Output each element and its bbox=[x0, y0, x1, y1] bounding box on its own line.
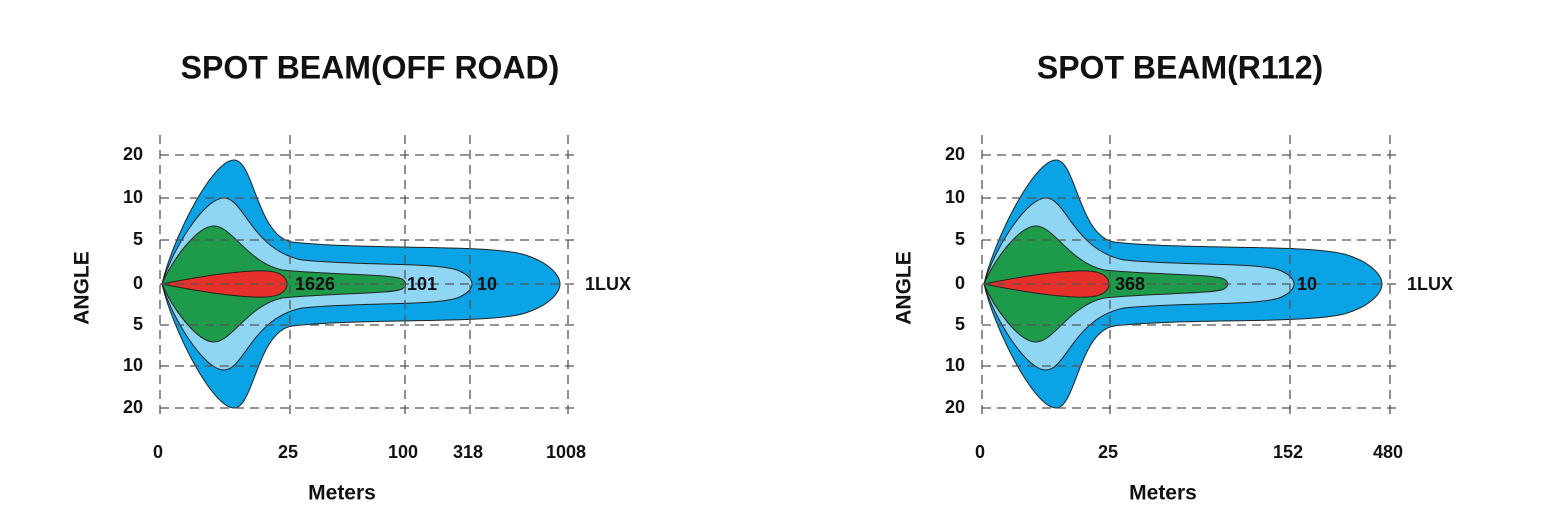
y-tick-label: 0 bbox=[133, 273, 143, 293]
x-tick-label: 318 bbox=[453, 442, 483, 462]
zone-label: 368 bbox=[1115, 274, 1145, 294]
y-tick-label: 10 bbox=[123, 187, 143, 207]
x-tick-label: 480 bbox=[1373, 442, 1403, 462]
zone-label: 10 bbox=[1297, 274, 1317, 294]
chart-title: SPOT BEAM(OFF ROAD) bbox=[181, 49, 560, 85]
y-tick-label: 5 bbox=[133, 229, 143, 249]
x-tick-label: 0 bbox=[975, 442, 985, 462]
y-axis-label: ANGLE bbox=[71, 251, 94, 325]
y-tick-label: 20 bbox=[123, 397, 143, 417]
x-tick-label: 25 bbox=[1098, 442, 1118, 462]
y-axis-label: ANGLE bbox=[893, 251, 916, 325]
y-tick-label: 5 bbox=[955, 229, 965, 249]
zone-label: 1626 bbox=[295, 274, 335, 294]
y-tick-label: 10 bbox=[945, 187, 965, 207]
zone-label: 101 bbox=[407, 274, 437, 294]
x-tick-label: 0 bbox=[153, 442, 163, 462]
zone-label: 1LUX bbox=[585, 274, 631, 294]
zone-label: 10 bbox=[477, 274, 497, 294]
y-tick-label: 10 bbox=[945, 355, 965, 375]
y-tick-label: 5 bbox=[133, 314, 143, 334]
y-tick-label: 20 bbox=[123, 144, 143, 164]
y-tick-label: 20 bbox=[945, 144, 965, 164]
x-tick-label: 25 bbox=[278, 442, 298, 462]
x-tick-label: 152 bbox=[1273, 442, 1303, 462]
y-tick-label: 5 bbox=[955, 314, 965, 334]
x-axis-label: Meters bbox=[308, 482, 376, 505]
y-tick-label: 0 bbox=[955, 273, 965, 293]
y-tick-label: 10 bbox=[123, 355, 143, 375]
x-tick-label: 1008 bbox=[546, 442, 586, 462]
chart-title: SPOT BEAM(R112) bbox=[1037, 49, 1323, 85]
zone-label: 1LUX bbox=[1407, 274, 1453, 294]
y-tick-label: 20 bbox=[945, 397, 965, 417]
x-axis-label: Meters bbox=[1129, 482, 1197, 505]
x-tick-label: 100 bbox=[388, 442, 418, 462]
